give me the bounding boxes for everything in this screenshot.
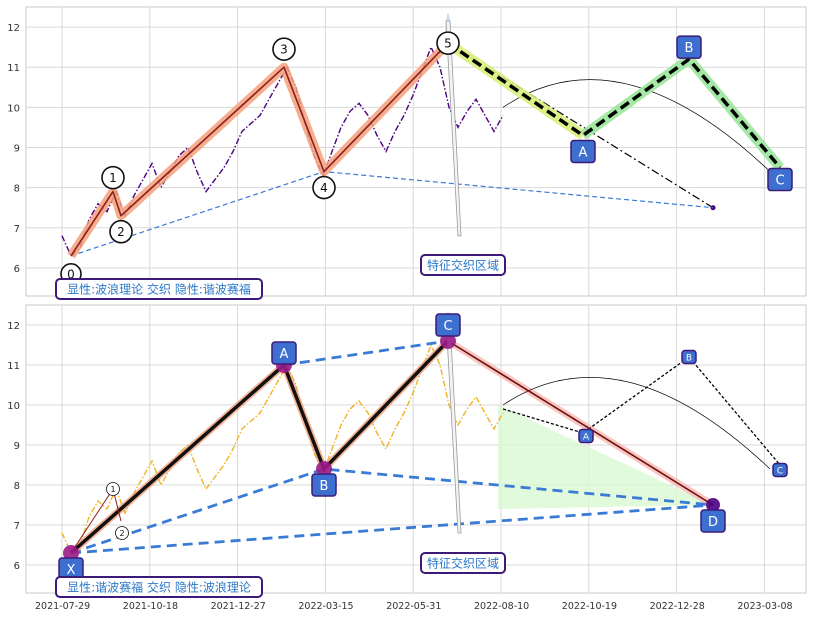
y-tick-label: 9 [14,143,20,154]
price-line [61,343,504,555]
y-tick-label: 7 [14,224,20,235]
harmonic-ac [283,339,449,367]
abc-label-B: B [685,41,694,56]
wave-label-5: 5 [444,37,452,51]
y-tick-label: 10 [7,103,20,114]
abc-small-label-B: B [686,354,692,364]
y-tick-label: 9 [14,441,20,452]
minor-label-2-circle [115,526,129,540]
x-tick-label: 2022-08-10 [474,601,529,612]
y-tick-label: 8 [14,481,20,492]
harmonic-arc [502,377,771,470]
minor-label-1-circle [106,482,120,496]
harmonic-label-D: D [708,515,718,530]
annotation-label-box [420,552,506,574]
harmonic-xd [70,503,714,555]
harmonic-label-B: B [320,479,329,494]
wave-label-2-circle [109,219,133,244]
x-tick-label: 2022-05-31 [386,601,441,612]
plot-area [25,304,807,594]
minor-label-2: 2 [119,529,124,538]
y-tick-label: 12 [7,321,20,332]
pivot-dot [316,461,332,477]
wave-line [70,42,449,257]
abc-small-label-A-box [578,428,594,444]
minor-label-1: 1 [110,485,115,494]
caption-label: 显性:波浪理论 交织 隐性:谐波赛福 [67,282,251,297]
wave-label-0: 0 [67,267,75,281]
x-tick-label: 2022-12-28 [650,601,705,612]
abc-label-B-box [676,35,702,59]
abc-label-A: A [579,145,588,160]
wave-label-1: 1 [109,171,117,185]
abc-dotted [502,356,781,466]
wave-label-5-circle [436,31,460,55]
cd-line [447,340,714,506]
green-zone [498,405,713,509]
wave-label-4: 4 [320,181,328,195]
spire-stem [445,20,462,237]
x-axis: 2021-07-29 2021-10-18 2021-12-27 2022-03-15… [35,601,793,612]
harmonic-label-C: C [443,319,452,334]
harmonic-label-X: X [67,563,76,578]
abc-small-label-C-box [772,462,788,478]
x-tick-label: 2021-10-18 [123,601,178,612]
caption-label-box [55,278,263,300]
y-tick-label: 11 [7,361,20,372]
annotation-label-box [420,254,506,276]
wave-label-3: 3 [280,43,288,57]
harmonic-triangle-1 [70,467,714,555]
abc-small-label-A: A [583,433,590,443]
x-tick-label: 2021-12-27 [211,601,266,612]
x-tick-label: 2023-03-08 [737,601,792,612]
abc-small-label-C: C [777,467,783,477]
caption-label-box [55,576,263,598]
y-tick-label: 11 [7,63,20,74]
y-tick-label: 6 [14,264,20,275]
pivot-dot [63,545,79,561]
pivot-dot [706,498,720,512]
abc-small-label-B-box [681,349,697,365]
y-tick-label: 12 [7,23,20,34]
wave-label-3-circle [272,37,296,62]
x-tick-label: 2022-10-19 [562,601,617,612]
wave-label-1-circle [101,165,125,190]
harmonic-label-A: A [280,347,289,362]
y-tick-label: 7 [14,521,20,532]
annotation-label: 特征交织区域 [427,258,499,273]
y-tick-label: 6 [14,561,20,572]
wave-label-2: 2 [117,225,125,239]
x-tick-label: 2021-07-29 [35,601,90,612]
y-tick-label: 10 [7,401,20,412]
harmonic-label-D-box [700,509,726,533]
abc-label-A-box [570,139,596,164]
harmonic-label-B-box [311,473,337,497]
harmonic-label-C-box [435,313,461,337]
harmonic-arc [502,79,771,172]
harmonic-label-A-box [271,341,297,365]
x-tick-label: 2022-03-15 [298,601,353,612]
abc-line [447,41,782,169]
abc-label-C: C [775,174,784,189]
wave-label-4-circle [312,175,336,200]
annotation-label: 特征交织区域 [427,556,499,571]
caption-label: 显性:谐波赛福 交织 隐性:波浪理论 [67,580,251,595]
pivot-dot [440,333,456,349]
y-tick-label: 8 [14,184,20,195]
plot-area [25,6,807,297]
abc-label-C-box [767,167,793,192]
xabcd-line [69,339,450,555]
